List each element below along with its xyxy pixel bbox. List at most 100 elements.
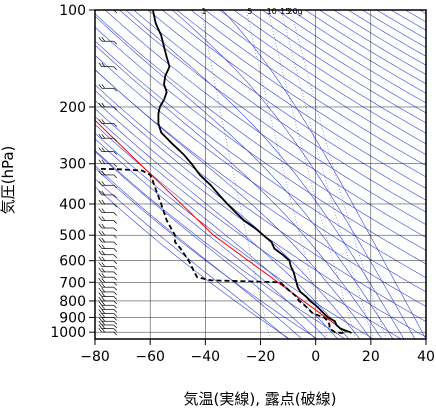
wind-barb — [98, 199, 118, 208]
wind-barb-tail — [113, 296, 118, 300]
dry-adiabat-line — [219, 10, 426, 145]
lifted-parcel-layer — [95, 119, 347, 333]
wind-barb-tail — [113, 203, 118, 208]
wind-barb-tail — [113, 151, 118, 155]
wind-barb-tail — [113, 305, 118, 309]
wind-barb-flag — [98, 287, 103, 293]
wind-barb-tail — [113, 227, 118, 232]
moist-adiabat-line — [125, 10, 405, 339]
wind-barb-flag — [101, 250, 106, 255]
wind-barb-flag — [98, 208, 103, 213]
wind-barb-flag — [101, 237, 106, 243]
x-tick-label: −80 — [80, 349, 110, 365]
dry-adiabat-line — [147, 10, 426, 201]
wind-barb-tail — [113, 291, 118, 296]
wind-barb — [98, 37, 118, 45]
y-tick-label: 100 — [59, 3, 86, 19]
wind-barb-flag — [98, 62, 103, 67]
wind-barb-flag — [98, 244, 103, 249]
wind-barb-flag — [98, 278, 103, 283]
wind-barb-tail — [113, 212, 118, 216]
wind-barb-flag — [101, 278, 106, 283]
wind-barb-tail — [113, 328, 118, 332]
moist-adiabat-line — [95, 90, 361, 339]
wind-barb-flag — [101, 272, 106, 278]
moist-adiabat-line — [95, 15, 394, 339]
wind-barb-flag — [98, 262, 103, 267]
wind-barb-flag — [101, 208, 106, 213]
y-tick-label: 500 — [59, 228, 86, 244]
wind-barb-tail — [113, 88, 118, 92]
wind-barb-flag — [101, 199, 106, 205]
wind-barb-flag — [101, 282, 106, 288]
wind-barb-flag — [101, 181, 106, 186]
wind-barb — [98, 282, 118, 291]
wind-barb-tail — [113, 321, 118, 325]
wind-barb — [98, 170, 118, 179]
x-axis-title: 気温(実線), 露点(破線) — [184, 390, 337, 408]
wind-barb-flag — [98, 292, 103, 297]
mixing-ratio-label: 1 — [201, 7, 206, 16]
dry-adiabat-line — [119, 10, 426, 226]
wind-barb — [98, 287, 118, 296]
wind-barb — [98, 190, 118, 199]
wind-barb-tail — [113, 241, 118, 246]
wind-barb — [98, 256, 118, 264]
wind-barb-tail — [113, 220, 118, 224]
wind-barb — [98, 317, 118, 325]
dry-adiabat-line — [95, 186, 290, 339]
y-tick-label: 800 — [59, 294, 86, 310]
wind-barb — [98, 250, 118, 258]
wind-barb — [98, 305, 118, 313]
wind-barb-flag — [98, 181, 103, 186]
wind-barb-flag — [98, 317, 103, 322]
wind-barb-flag — [101, 296, 106, 302]
wind-barb-flag — [98, 190, 103, 196]
wind-barb-flag — [98, 223, 103, 229]
wind-barb-flag — [101, 159, 106, 164]
wind-barb-flag — [101, 62, 106, 67]
wind-barb — [98, 237, 118, 246]
mixing-ratio-label: 15 — [280, 7, 290, 16]
wind-barb-layer — [98, 10, 118, 336]
wind-barb-flag — [101, 230, 106, 236]
wind-barb-flag — [98, 84, 103, 89]
wind-barb — [98, 262, 118, 270]
y-tick-label: 200 — [59, 100, 86, 116]
wind-barb-tail — [113, 234, 118, 239]
wind-barb-flag — [98, 256, 103, 261]
wind-barb-flag — [98, 133, 103, 139]
wind-barb-tail — [113, 266, 118, 270]
x-tick-label: −40 — [191, 349, 221, 365]
wind-barb-flag — [101, 216, 106, 221]
moist-adiabat-line — [222, 10, 426, 339]
wind-barb-flag — [98, 237, 103, 243]
wind-barb — [98, 309, 118, 317]
wind-barb-flag — [101, 313, 106, 318]
wind-barb-flag — [101, 37, 106, 42]
wind-barb — [98, 244, 118, 252]
wind-barb — [98, 278, 118, 286]
wind-barb — [98, 301, 118, 309]
wind-barb — [98, 147, 118, 155]
wind-barb-flag — [98, 170, 103, 176]
wind-barb-flag — [98, 301, 103, 306]
wind-barb-tail — [113, 137, 118, 142]
y-tick-label: 700 — [59, 275, 86, 291]
dry-adiabat-line — [95, 100, 426, 338]
moist-adiabat-line — [95, 165, 303, 339]
wind-barb-tail — [113, 331, 118, 336]
wind-barb-tail — [113, 317, 118, 321]
wind-barb-flag — [98, 250, 103, 255]
wind-barb — [98, 159, 118, 167]
x-tick-label: 40 — [417, 349, 435, 365]
wind-barb — [98, 292, 118, 300]
sounding-series-layer — [97, 10, 352, 334]
x-tick-label: 20 — [362, 349, 380, 365]
wind-barb-tail — [113, 324, 118, 329]
wind-barb-tail — [113, 309, 118, 313]
moist-adiabat-line — [95, 108, 350, 339]
moist-adiabat-line — [95, 124, 338, 339]
wind-barb-flag — [101, 84, 106, 89]
